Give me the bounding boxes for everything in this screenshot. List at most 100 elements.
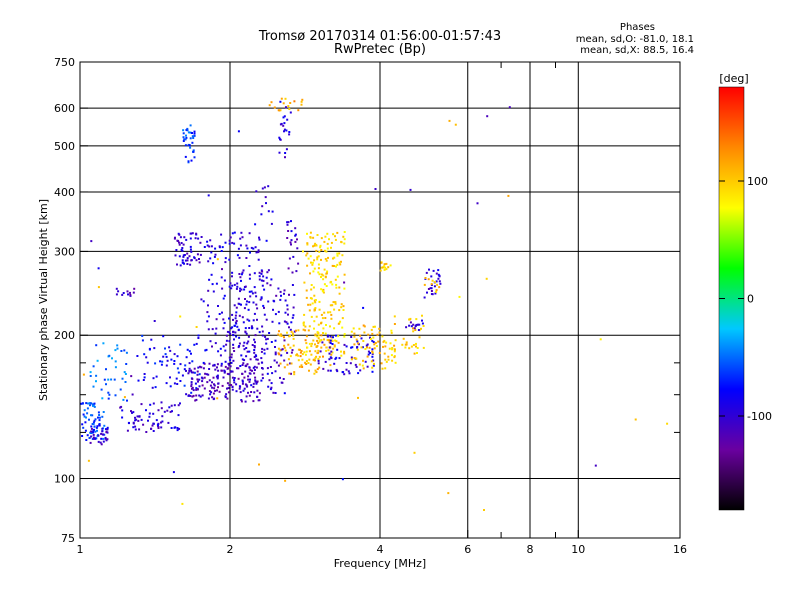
data-point <box>305 363 308 365</box>
data-point <box>207 328 210 331</box>
data-point <box>351 346 354 349</box>
data-point <box>224 257 227 260</box>
data-point <box>150 338 153 341</box>
data-point <box>329 311 332 314</box>
data-point <box>263 288 266 291</box>
data-point <box>287 343 290 346</box>
colorbar-ticks: 100 0 -100 <box>719 175 772 423</box>
data-point <box>334 357 337 360</box>
data-point <box>122 398 125 401</box>
data-point <box>181 374 184 377</box>
data-point <box>507 194 510 197</box>
data-point <box>89 404 91 407</box>
data-point <box>438 280 441 283</box>
y-axis-label: Stationary phase Virtual Height [km] <box>37 199 50 401</box>
data-point <box>234 317 237 320</box>
data-point <box>414 325 417 328</box>
data-point <box>97 440 100 443</box>
data-point <box>115 293 118 296</box>
data-point <box>203 376 206 379</box>
data-point <box>130 375 133 378</box>
data-point <box>213 387 216 390</box>
data-point <box>169 376 171 379</box>
data-point <box>286 351 289 354</box>
data-point <box>208 379 211 382</box>
data-point <box>92 421 95 424</box>
data-point <box>124 373 127 375</box>
data-point <box>81 423 84 426</box>
data-point <box>371 350 374 353</box>
data-point <box>246 342 249 345</box>
data-point <box>250 246 253 249</box>
data-point <box>271 210 274 213</box>
data-point <box>220 362 223 365</box>
data-point <box>300 350 303 352</box>
data-point <box>192 371 195 374</box>
data-point <box>133 287 136 290</box>
data-point <box>313 244 316 247</box>
data-point <box>189 237 192 240</box>
data-point <box>260 350 263 353</box>
data-point <box>322 332 324 334</box>
data-point <box>334 301 337 304</box>
data-point <box>191 132 193 134</box>
data-point <box>208 245 211 248</box>
data-point <box>207 289 210 292</box>
data-point <box>262 275 265 278</box>
data-point <box>223 294 226 297</box>
data-point <box>213 363 216 366</box>
data-point <box>216 374 219 377</box>
data-point <box>353 343 356 346</box>
data-point <box>179 343 182 346</box>
data-point <box>170 427 173 429</box>
data-point <box>314 301 317 304</box>
data-point <box>318 340 321 343</box>
data-point <box>222 327 225 330</box>
data-point <box>306 243 309 246</box>
data-point <box>312 270 315 273</box>
data-point <box>185 238 188 241</box>
data-point <box>318 355 321 358</box>
data-point <box>320 334 323 337</box>
data-point <box>417 323 419 326</box>
data-point <box>412 323 415 326</box>
data-point <box>249 372 252 375</box>
data-point <box>319 350 322 353</box>
data-point <box>269 388 272 391</box>
data-point <box>260 269 263 272</box>
data-point <box>258 238 261 241</box>
data-point <box>248 277 251 280</box>
data-point <box>266 367 269 370</box>
data-point <box>111 357 113 360</box>
data-point <box>134 428 137 431</box>
data-point <box>227 362 230 365</box>
data-point <box>227 391 230 394</box>
data-point <box>405 326 408 329</box>
data-point <box>267 185 270 188</box>
data-point <box>239 287 242 290</box>
data-point <box>343 350 346 353</box>
data-point <box>226 387 228 390</box>
data-point <box>143 373 146 375</box>
data-point <box>248 273 251 276</box>
data-point <box>333 265 335 267</box>
data-point <box>338 309 341 312</box>
data-point <box>207 397 210 400</box>
data-point <box>245 384 248 387</box>
data-point <box>240 273 243 276</box>
data-point <box>284 152 287 154</box>
data-point <box>82 413 85 416</box>
data-point <box>185 134 187 137</box>
data-point <box>85 439 88 441</box>
data-point <box>164 353 167 356</box>
data-point <box>249 251 251 254</box>
data-point <box>313 259 316 262</box>
data-point <box>314 350 317 353</box>
data-point <box>90 402 93 405</box>
data-point <box>378 331 381 334</box>
data-point <box>391 348 393 351</box>
data-point <box>131 393 134 396</box>
data-point <box>291 332 294 335</box>
data-point <box>305 296 308 299</box>
data-point <box>423 296 426 299</box>
